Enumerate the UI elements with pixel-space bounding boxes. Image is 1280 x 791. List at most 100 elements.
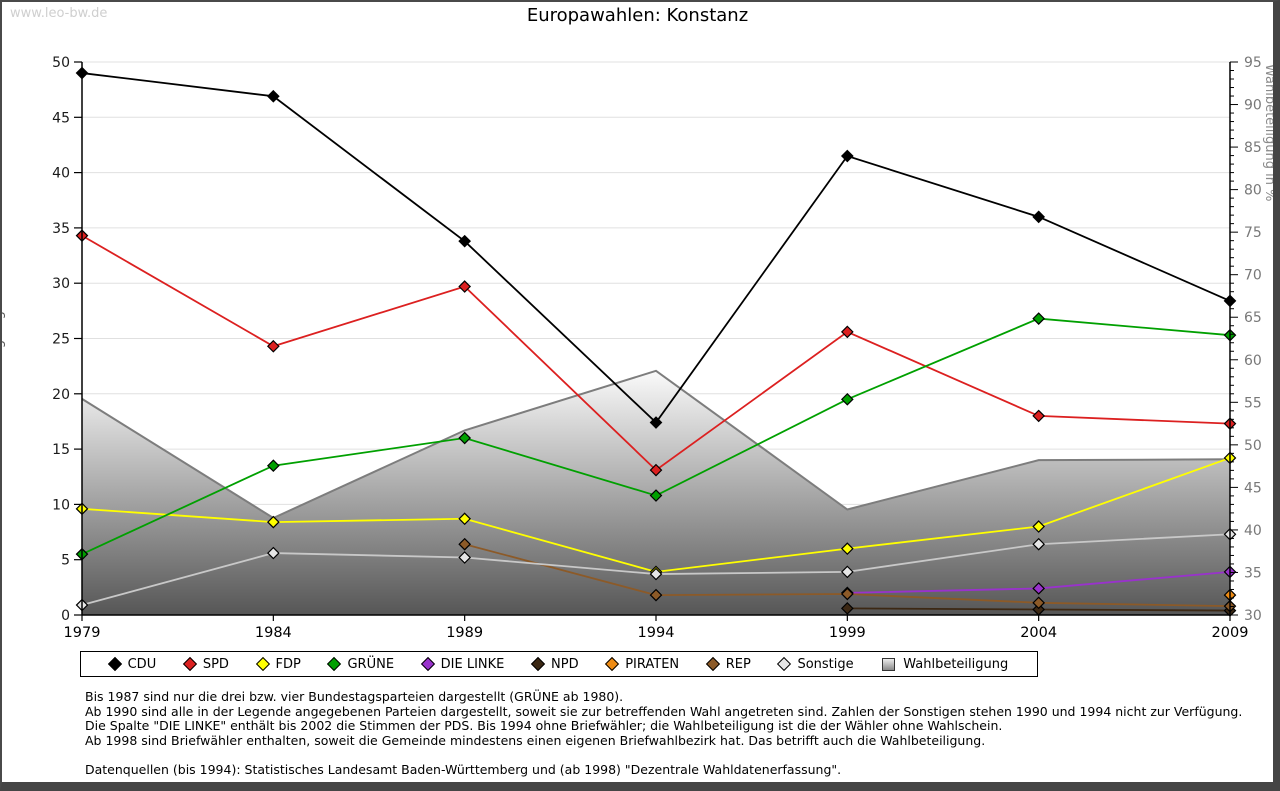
marker-CDU — [458, 234, 472, 248]
marker-GRÜNE — [840, 392, 854, 406]
legend-label: PIRATEN — [625, 656, 680, 672]
watermark: www.leo-bw.de — [10, 6, 108, 21]
svg-text:40: 40 — [52, 166, 70, 182]
legend-marker-FDP — [255, 656, 270, 672]
svg-text:35: 35 — [52, 221, 70, 237]
legend-item-Sonstige: Sonstige — [777, 656, 854, 672]
marker-Sonstige — [266, 546, 280, 560]
svg-text:35: 35 — [1244, 565, 1262, 581]
svg-text:65: 65 — [1244, 310, 1262, 326]
svg-text:15: 15 — [52, 442, 70, 458]
legend-item-NPD: NPD — [530, 656, 579, 672]
marker-DIE LINKE — [1032, 582, 1046, 595]
legend-item-FDP: FDP — [255, 656, 301, 672]
svg-text:0: 0 — [61, 608, 70, 624]
marker-SPD — [458, 280, 472, 293]
svg-text:40: 40 — [1244, 523, 1262, 539]
legend-marker-CDU — [107, 656, 122, 672]
svg-text:45: 45 — [52, 110, 70, 126]
chart-canvas: 0 5 10 15 20 25 30 35 40 45 50 30 35 40 45 50 55 60 65 70 75… — [2, 55, 1273, 641]
footnote-line: Bis 1987 sind nur die drei bzw. vier Bun… — [85, 689, 624, 704]
svg-text:70: 70 — [1244, 268, 1262, 284]
svg-text:5: 5 — [61, 553, 70, 569]
legend-marker-REP — [705, 656, 720, 672]
marker-Sonstige — [649, 567, 663, 581]
svg-text:75: 75 — [1244, 225, 1262, 241]
legend-item-PIRATEN: PIRATEN — [605, 656, 680, 672]
svg-text:25: 25 — [52, 332, 70, 348]
svg-text:2004: 2004 — [1020, 625, 1057, 641]
svg-text:50: 50 — [52, 55, 70, 71]
legend-item-DIE LINKE: DIE LINKE — [420, 656, 505, 672]
svg-text:30: 30 — [52, 276, 70, 292]
legend-marker-NPD — [530, 656, 546, 672]
marker-CDU — [649, 416, 663, 429]
marker-SPD — [266, 339, 280, 353]
page-title: Europawahlen: Konstanz — [526, 5, 749, 26]
svg-text:45: 45 — [1244, 480, 1262, 496]
marker-CDU — [266, 89, 280, 103]
legend-item-REP: REP — [705, 656, 751, 672]
marker-GRÜNE — [458, 431, 472, 445]
legend-label: SPD — [202, 656, 229, 672]
legend-marker-PIRATEN — [605, 656, 620, 672]
legend-marker-DIE LINKE — [420, 656, 435, 672]
marker-Sonstige — [840, 565, 854, 579]
marker-FDP — [840, 542, 854, 555]
footnote-line — [85, 748, 1242, 763]
marker-FDP — [266, 515, 280, 529]
svg-text:80: 80 — [1244, 183, 1262, 199]
legend-label: GRÜNE — [347, 656, 395, 672]
footnote-line: Die Spalte "DIE LINKE" enthält bis 2002 … — [85, 718, 1003, 734]
marker-REP — [840, 587, 854, 601]
left-axis-label: gültige Stimmen in % — [2, 208, 6, 348]
svg-text:20: 20 — [52, 387, 70, 403]
svg-text:90: 90 — [1244, 98, 1262, 114]
svg-text:10: 10 — [52, 497, 70, 513]
svg-text:2009: 2009 — [1212, 625, 1249, 641]
marker-Sonstige — [458, 551, 472, 564]
marker-SPD — [840, 325, 854, 339]
marker-REP — [458, 537, 472, 551]
svg-text:85: 85 — [1244, 140, 1262, 156]
svg-text:1999: 1999 — [829, 625, 866, 641]
marker-FDP — [1032, 520, 1046, 533]
marker-NPD — [840, 602, 854, 615]
svg-text:55: 55 — [1244, 395, 1262, 411]
svg-text:95: 95 — [1244, 55, 1262, 71]
svg-text:30: 30 — [1244, 608, 1262, 624]
legend-label: FDP — [275, 656, 301, 672]
legend-item-wahlbeteiligung: Wahlbeteiligung — [882, 657, 1008, 672]
svg-text:60: 60 — [1244, 353, 1262, 369]
legend-label: REP — [725, 656, 751, 672]
legend-marker-wahlbeteiligung — [882, 657, 896, 671]
right-axis-label: Wahlbeteiligung in % — [1262, 64, 1273, 201]
legend-item-CDU: CDU — [107, 656, 157, 672]
marker-Sonstige — [1032, 537, 1046, 551]
svg-text:50: 50 — [1244, 438, 1262, 454]
marker-GRÜNE — [266, 459, 280, 473]
footnote-line: Ab 1998 sind Briefwähler enthalten, sowe… — [85, 732, 986, 748]
marker-SPD — [649, 463, 663, 477]
legend-item-SPD: SPD — [182, 656, 229, 672]
marker-CDU — [840, 149, 854, 163]
legend-marker-GRÜNE — [327, 656, 342, 672]
marker-REP — [649, 588, 663, 602]
legend-label: Wahlbeteiligung — [903, 656, 1009, 672]
footnote-line: Ab 1990 sind alle in der Legende angegeb… — [85, 703, 1243, 719]
legend-item-GRÜNE: GRÜNE — [327, 656, 395, 672]
legend-label: NPD — [551, 656, 579, 672]
legend-label: DIE LINKE — [440, 656, 505, 672]
marker-CDU — [1032, 210, 1046, 224]
legend: CDU SPD FDP GRÜNE DIE LINKE NPD PIRATEN REP Sons… — [80, 651, 1038, 677]
marker-SPD — [1032, 409, 1046, 423]
svg-text:1979: 1979 — [64, 625, 101, 641]
footnotes: Bis 1987 sind nur die drei bzw. vier Bun… — [85, 689, 1243, 778]
marker-GRÜNE — [649, 489, 663, 502]
svg-text:1989: 1989 — [446, 625, 483, 641]
marker-FDP — [458, 512, 472, 526]
svg-text:1984: 1984 — [255, 625, 292, 641]
legend-label: CDU — [127, 656, 157, 672]
legend-marker-Sonstige — [777, 656, 792, 672]
